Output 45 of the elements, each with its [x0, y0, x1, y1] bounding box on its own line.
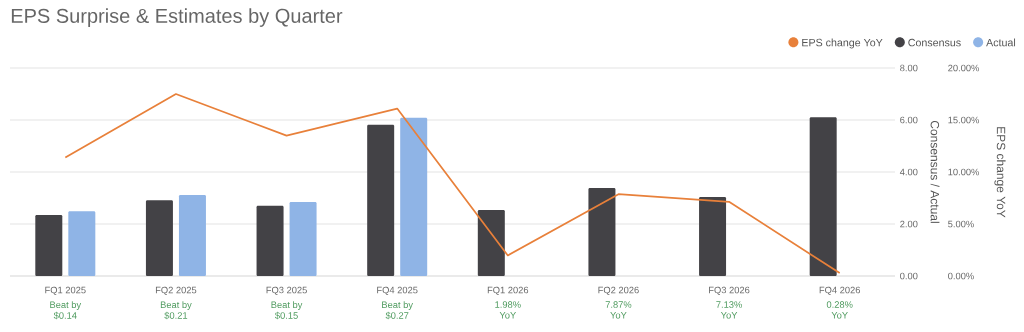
text: Beat by $0.21 — [160, 301, 192, 320]
y2-axis-title: EPS change YoY — [994, 127, 1006, 218]
y2-tick-label: 0.00% — [948, 272, 974, 280]
bar — [256, 205, 284, 276]
y-tick-label: 2.00 — [900, 220, 918, 228]
legend-label: EPS change YoY — [802, 38, 883, 49]
x-tick-label: FQ3 2026 — [709, 286, 750, 295]
text: 7.87% YoY — [605, 301, 632, 319]
x-tick-label: FQ3 2025 — [266, 286, 307, 295]
legend-label: Actual — [986, 38, 1016, 47]
x-tick-label: FQ4 2025 — [377, 286, 418, 295]
bar — [400, 117, 428, 276]
text: Beat by $0.14 — [50, 301, 82, 320]
text: 1.98% YoY — [495, 301, 521, 319]
y-tick-label: 4.00 — [899, 168, 918, 176]
y-tick-label: 0.00 — [900, 272, 918, 280]
text: 7.13% YoY — [716, 301, 742, 319]
legend-label: Consensus — [908, 38, 961, 47]
bar — [35, 214, 63, 276]
bar — [367, 124, 395, 276]
x-tick-label: FQ2 2025 — [155, 286, 197, 295]
bar — [699, 196, 727, 276]
chart-title: EPS Surprise & Estimates by Quarter — [11, 8, 343, 27]
bar — [588, 188, 616, 276]
bar — [178, 194, 206, 276]
y2-tick-label: 15.00% — [948, 116, 980, 124]
bar — [145, 200, 173, 276]
text: 0.28% YoY — [826, 301, 853, 319]
y2-tick-label: 5.00% — [948, 220, 974, 228]
x-tick-label: FQ1 2025 — [45, 286, 86, 295]
bar — [68, 211, 96, 276]
text: Beat by $0.15 — [271, 301, 303, 320]
x-tick-label: FQ1 2026 — [487, 286, 529, 295]
y-axis-title: Consensus / Actual — [930, 120, 940, 223]
y-tick-label: 6.00 — [900, 116, 918, 124]
x-tick-label: FQ2 2026 — [598, 286, 639, 295]
y2-tick-label: 10.00% — [948, 168, 980, 176]
x-tick-label: FQ4 2026 — [819, 286, 861, 295]
text: Beat by $0.27 — [382, 301, 413, 320]
bar — [289, 201, 317, 276]
line-series — [64, 93, 841, 274]
bar — [809, 117, 837, 276]
y2-tick-label: 20.00% — [948, 64, 980, 72]
bar — [477, 209, 505, 276]
y-tick-label: 8.00 — [900, 64, 918, 72]
